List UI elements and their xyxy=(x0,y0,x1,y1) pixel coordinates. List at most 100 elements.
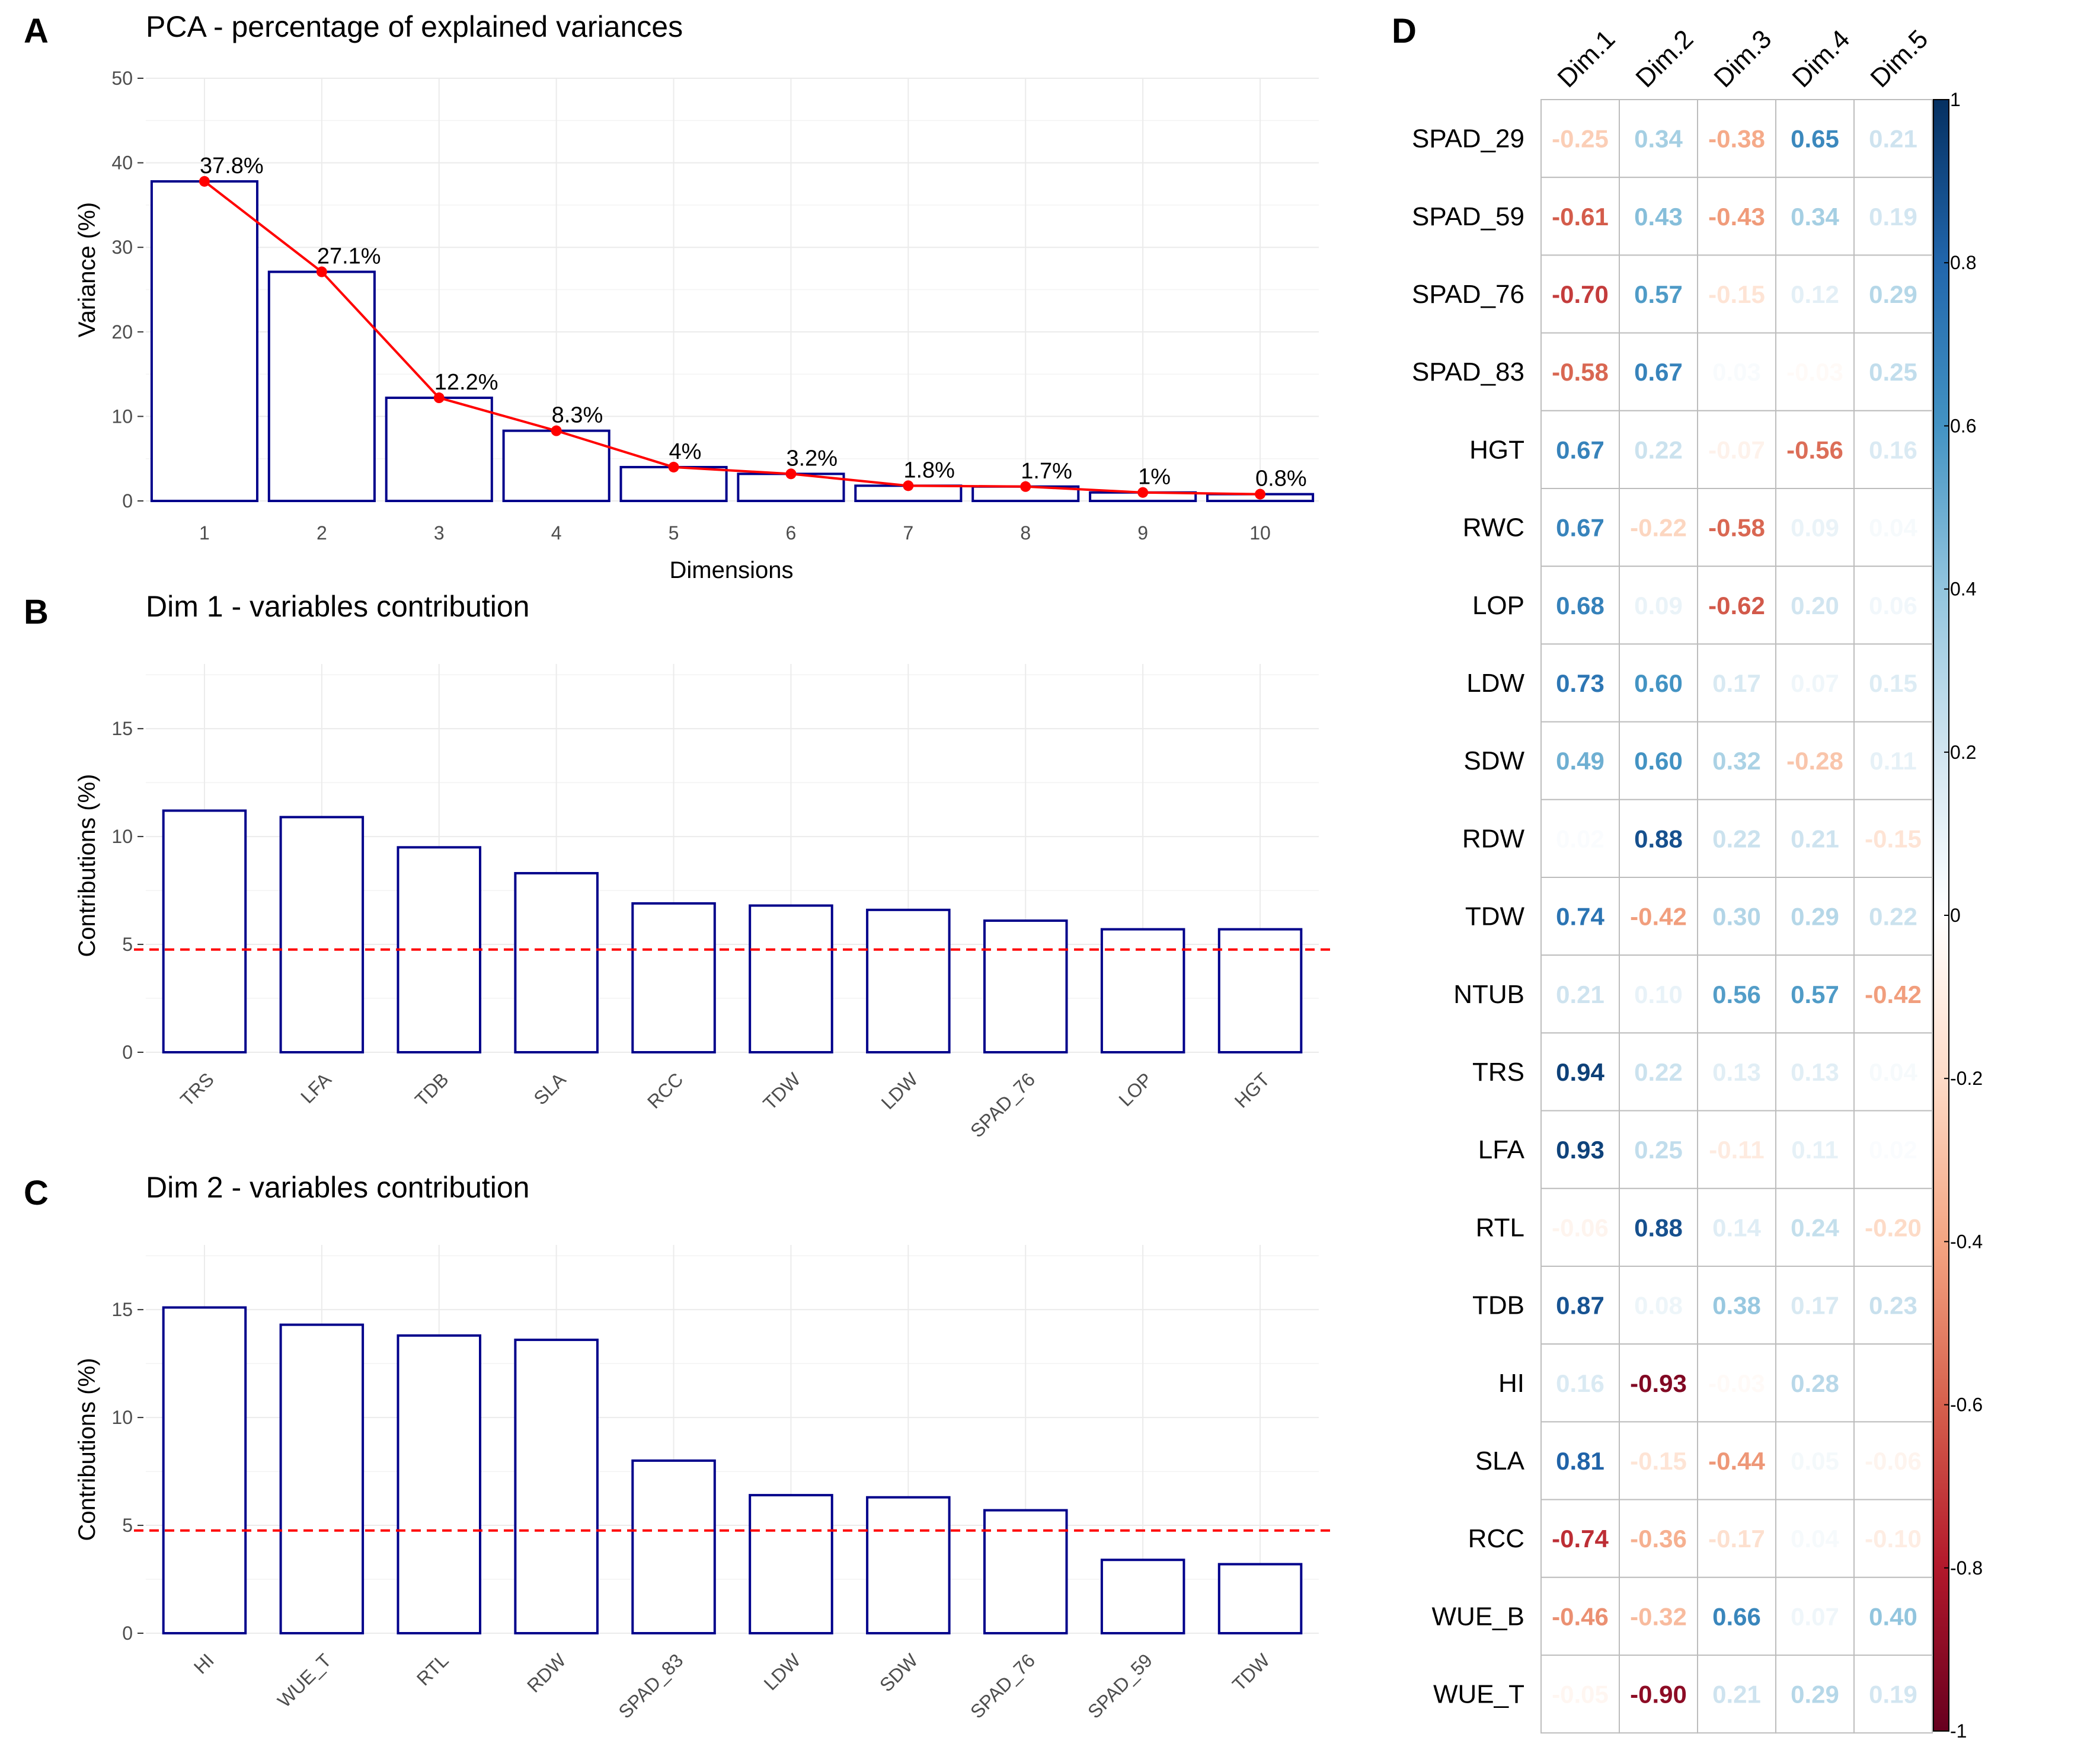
correlation-value: -0.22 xyxy=(1630,514,1687,542)
row-label: TRS xyxy=(1472,1058,1524,1087)
colorbar-tick-label: -1 xyxy=(1950,1720,1967,1742)
row-label: RDW xyxy=(1462,824,1525,853)
correlation-value: 0.19 xyxy=(1869,1681,1917,1709)
correlation-value: 0.81 xyxy=(1556,1447,1604,1475)
row-label: TDW xyxy=(1465,902,1525,931)
correlation-value: -0.11 xyxy=(1709,1136,1764,1164)
contribution-bar xyxy=(397,846,482,1053)
correlation-value: 0.08 xyxy=(1634,1292,1683,1320)
y-tick-label: 40 xyxy=(111,152,133,174)
correlation-value: -0.17 xyxy=(1708,1525,1765,1553)
variance-point xyxy=(433,392,445,404)
correlation-value: -0.28 xyxy=(1786,747,1843,775)
correlation-cell xyxy=(1697,566,1776,645)
correlation-cell xyxy=(1853,332,1933,411)
row-label: SLA xyxy=(1475,1446,1525,1476)
correlation-cell xyxy=(1775,954,1855,1034)
correlation-cell xyxy=(1853,1343,1933,1423)
row-label: SPAD_83 xyxy=(1412,357,1524,387)
x-tick-label: 10 xyxy=(1249,522,1271,544)
correlation-value: 0.21 xyxy=(1869,125,1917,153)
correlation-value: 0.12 xyxy=(1791,280,1839,308)
correlation-value: -0.15 xyxy=(1865,825,1922,852)
colorbar-tick-label: 0.2 xyxy=(1950,742,1976,763)
correlation-cell xyxy=(1540,1499,1620,1578)
data-label: 4% xyxy=(669,439,702,464)
correlation-value: 0.34 xyxy=(1791,203,1839,231)
correlation-value: -0.61 xyxy=(1552,203,1609,231)
correlation-value: -0.93 xyxy=(1630,1369,1687,1397)
correlation-value: -0.38 xyxy=(1708,125,1765,153)
row-label: SPAD_76 xyxy=(1412,280,1524,309)
x-tick-label: SPAD_76 xyxy=(966,1649,1039,1722)
contribution-bar xyxy=(749,904,833,1053)
y-tick-label: 15 xyxy=(111,718,133,739)
row-label: HGT xyxy=(1469,435,1524,464)
correlation-cell xyxy=(1619,410,1698,489)
correlation-cell xyxy=(1775,177,1855,256)
colorbar-tick-label: 0 xyxy=(1950,905,1961,926)
y-tick-label: 5 xyxy=(122,934,133,955)
correlation-cell xyxy=(1619,1110,1698,1189)
contribution-bar xyxy=(631,902,716,1053)
variance-point xyxy=(1255,488,1266,500)
correlation-cell xyxy=(1853,877,1933,956)
panel-c-y-axis-title: Contributions (%) xyxy=(74,1358,100,1541)
contribution-bar xyxy=(279,1323,365,1634)
variance-point xyxy=(1137,487,1149,498)
correlation-cell xyxy=(1775,1499,1855,1578)
panel-c: C Dim 2 - variables contribution 051015 … xyxy=(24,1171,1331,1723)
panel-c-bars xyxy=(162,1306,1303,1635)
correlation-value: -0.36 xyxy=(1630,1525,1687,1553)
correlation-value: 0.02 xyxy=(1556,825,1604,852)
panel-a-y-axis-title: Variance (%) xyxy=(74,202,100,337)
correlation-cell xyxy=(1619,566,1698,645)
x-tick-label: LDW xyxy=(877,1068,922,1113)
panel-a-bars xyxy=(150,180,1315,503)
correlation-value: 0.67 xyxy=(1556,436,1604,464)
correlation-cell xyxy=(1540,799,1620,879)
contribution-bar xyxy=(1217,1563,1303,1635)
y-tick-label: 50 xyxy=(111,68,133,89)
panel-b-y-axis-title: Contributions (%) xyxy=(74,774,100,957)
correlation-value: 0.22 xyxy=(1634,1058,1683,1086)
correlation-value: 0.24 xyxy=(1791,1213,1839,1241)
data-label: 1% xyxy=(1138,465,1171,490)
x-tick-label: 2 xyxy=(317,522,327,544)
row-label: SPAD_59 xyxy=(1412,202,1524,231)
variance-point xyxy=(1020,481,1031,492)
correlation-cell xyxy=(1853,1576,1933,1656)
colorbar-tick-label: -0.6 xyxy=(1950,1394,1983,1416)
correlation-cell xyxy=(1619,799,1698,879)
correlation-cell xyxy=(1697,488,1776,567)
correlation-cell xyxy=(1540,566,1620,645)
correlation-value: 0.10 xyxy=(1634,981,1683,1008)
correlation-cell xyxy=(1697,1032,1776,1112)
x-tick-label: RCC xyxy=(643,1068,687,1112)
correlation-value: 0.40 xyxy=(1869,1602,1917,1630)
row-label: SPAD_29 xyxy=(1412,124,1524,154)
correlation-value: -0.10 xyxy=(1865,1525,1922,1553)
correlation-cell xyxy=(1853,1110,1933,1189)
correlation-value: 0.65 xyxy=(1791,125,1839,153)
correlation-cell xyxy=(1697,332,1776,411)
contribution-bar xyxy=(397,1334,482,1634)
correlation-value: 0.17 xyxy=(1712,669,1761,697)
panel-a-line xyxy=(199,175,1266,500)
correlation-cell xyxy=(1619,1187,1698,1267)
correlation-value: -0.06 xyxy=(1865,1447,1922,1475)
contribution-bar xyxy=(162,1306,247,1635)
correlation-cell xyxy=(1853,1032,1933,1112)
correlation-cell xyxy=(1697,643,1776,723)
correlation-cell xyxy=(1775,1343,1855,1423)
correlation-value: 0.57 xyxy=(1634,280,1683,308)
correlation-value: 0.87 xyxy=(1556,1292,1604,1320)
correlation-value: 0.29 xyxy=(1791,903,1839,931)
panel-a-title: PCA - percentage of explained variances xyxy=(146,10,683,43)
correlation-cell xyxy=(1540,1576,1620,1656)
y-tick-label: 30 xyxy=(111,237,133,258)
correlation-cell xyxy=(1697,410,1776,489)
correlation-value: -0.74 xyxy=(1552,1525,1609,1553)
panel-b-title: Dim 1 - variables contribution xyxy=(146,590,530,623)
